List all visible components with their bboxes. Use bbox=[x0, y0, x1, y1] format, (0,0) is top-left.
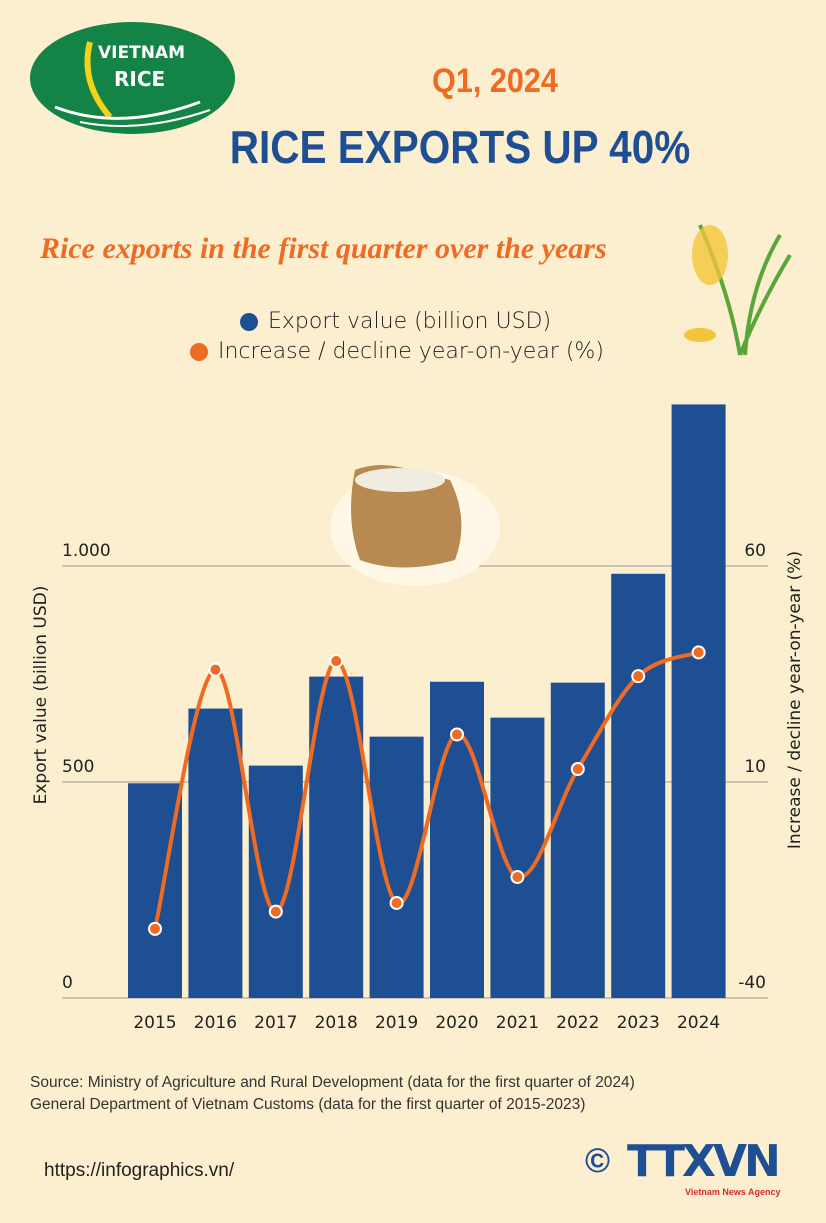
source-line-1: Source: Ministry of Agriculture and Rura… bbox=[30, 1074, 635, 1091]
vietnam-rice-logo: VIETNAM RICE bbox=[30, 22, 235, 134]
x-tick-label: 2019 bbox=[375, 1013, 418, 1033]
legend-item-export-value: Export value (billion USD) bbox=[240, 309, 552, 334]
chart: 0 -40 500 10 1.000 60 2015 2016 2017 2018 2019 2020… bbox=[31, 404, 805, 1033]
y2-tick-label: -40 bbox=[738, 973, 766, 993]
x-tick-label: 2022 bbox=[556, 1013, 599, 1033]
x-tick-label: 2021 bbox=[496, 1013, 539, 1033]
yoy-point-2023 bbox=[631, 669, 646, 684]
ttxvn-logo: © TTXVN Vietnam News Agency bbox=[585, 1140, 805, 1202]
yoy-point-2022 bbox=[570, 762, 585, 777]
copyright-icon: © bbox=[585, 1142, 611, 1180]
x-tick-label: 2018 bbox=[315, 1013, 358, 1033]
legend-label: Increase / decline year-on-year (%) bbox=[218, 339, 604, 364]
legend-dot-blue-icon bbox=[240, 313, 258, 332]
y2-tick-label: 10 bbox=[744, 757, 766, 777]
rice-sack-image bbox=[330, 465, 500, 586]
website-link[interactable]: https://infographics.vn/ bbox=[44, 1160, 235, 1181]
x-tick-label: 2016 bbox=[194, 1013, 237, 1033]
yoy-point-2019 bbox=[389, 895, 404, 910]
logo-line1: VIETNAM bbox=[98, 43, 185, 63]
rice-plant-icon bbox=[684, 224, 792, 356]
yoy-point-2021 bbox=[510, 870, 525, 885]
agency-name: Vietnam News Agency bbox=[685, 1187, 781, 1197]
y-tick-label: 500 bbox=[62, 757, 94, 777]
legend-dot-orange-icon bbox=[190, 343, 208, 362]
yoy-point-2024 bbox=[691, 645, 706, 660]
bar-2021 bbox=[490, 717, 545, 998]
y-tick-label: 0 bbox=[62, 973, 73, 993]
page-title: RICE EXPORTS UP 40% bbox=[229, 121, 691, 173]
x-tick-label: 2023 bbox=[617, 1013, 660, 1033]
bar-2022 bbox=[550, 682, 605, 998]
source-line-2: General Department of Vietnam Customs (d… bbox=[30, 1096, 586, 1113]
x-tick-label: 2020 bbox=[435, 1013, 478, 1033]
legend-item-yoy: Increase / decline year-on-year (%) bbox=[190, 339, 604, 364]
chart-subtitle: Rice exports in the first quarter over t… bbox=[40, 232, 607, 265]
x-tick-label: 2017 bbox=[254, 1013, 297, 1033]
y2-tick-label: 60 bbox=[744, 541, 766, 561]
yoy-point-2020 bbox=[450, 727, 464, 742]
yoy-point-2017 bbox=[268, 904, 283, 919]
y-tick-label: 1.000 bbox=[62, 541, 111, 561]
source-note: Source: Ministry of Agriculture and Rura… bbox=[30, 1072, 635, 1116]
logo-line2: RICE bbox=[114, 67, 166, 91]
yoy-point-2015 bbox=[148, 921, 162, 936]
yoy-point-2016 bbox=[208, 662, 223, 677]
bar-2024 bbox=[671, 404, 726, 998]
bar-2017 bbox=[248, 765, 303, 998]
x-tick-label: 2015 bbox=[133, 1013, 176, 1033]
period-label: Q1, 2024 bbox=[432, 62, 558, 100]
bar-2018 bbox=[309, 676, 364, 998]
x-tick-label: 2024 bbox=[677, 1013, 720, 1033]
legend-label: Export value (billion USD) bbox=[268, 309, 552, 334]
yoy-point-2018 bbox=[329, 654, 344, 669]
bar-2016 bbox=[188, 708, 243, 998]
y-axis-label: Export value (billion USD) bbox=[31, 586, 51, 805]
y2-axis-label: Increase / decline year-on-year (%) bbox=[785, 551, 805, 849]
agency-logo-text: TTXVN bbox=[627, 1136, 781, 1187]
rice-stalk-icon bbox=[54, 41, 211, 127]
bar-2023 bbox=[611, 573, 666, 998]
